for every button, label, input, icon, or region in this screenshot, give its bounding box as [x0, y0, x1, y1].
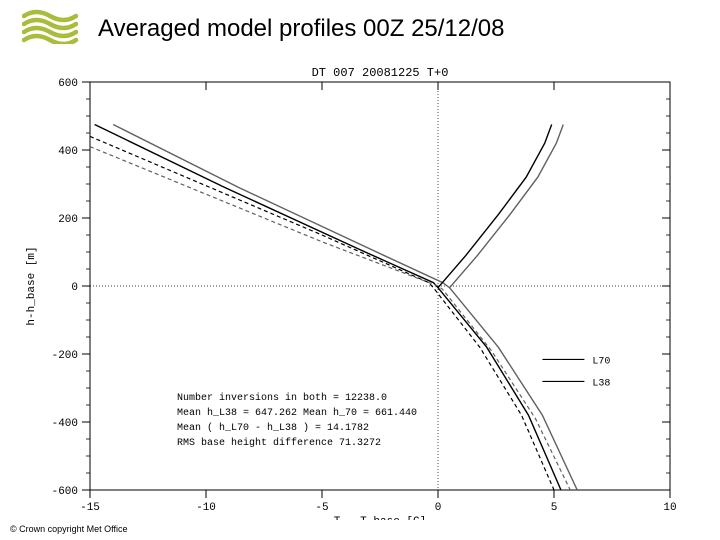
info-line: Mean h_L38 = 647.262 Mean h_70 = 661.440 [177, 407, 417, 419]
ytick-label: -600 [52, 486, 78, 498]
xtick-label: 10 [663, 502, 676, 514]
ytick-label: 0 [71, 282, 78, 294]
xtick-label: -15 [80, 502, 100, 514]
ylabel: h-h_base [m] [26, 246, 38, 325]
header: Averaged model profiles 00Z 25/12/08 [0, 8, 720, 49]
xtick-label: -5 [315, 502, 328, 514]
info-line: Mean ( h_L70 - h_L38 ) = 14.1782 [177, 422, 369, 434]
series-L70_dew [90, 136, 554, 490]
ytick-label: 600 [58, 78, 78, 90]
chart-title: DT 007 20081225 T+0 [312, 66, 449, 80]
info-line: RMS base height difference 71.3272 [177, 437, 381, 449]
ytick-label: -400 [52, 418, 78, 430]
legend-label: L70 [592, 356, 610, 367]
series-L70_temp [95, 125, 561, 491]
xlabel: T - T_base [C] [334, 516, 426, 520]
logo [22, 8, 80, 49]
info-line: Number inversions in both = 12238.0 [177, 392, 387, 404]
legend-label: L38 [592, 378, 610, 389]
copyright: © Crown copyright Met Office [10, 524, 128, 534]
page-title: Averaged model profiles 00Z 25/12/08 [98, 15, 505, 43]
series-L38_temp [113, 125, 577, 491]
ytick-label: -200 [52, 350, 78, 362]
series-upper_branch_L70 [438, 125, 552, 288]
series-upper_branch_L38 [450, 125, 564, 288]
ytick-label: 200 [58, 214, 78, 226]
xtick-label: 5 [551, 502, 558, 514]
chart: DT 007 20081225 T+0 -600 -400 -200 0 200 400 60… [0, 60, 720, 520]
ytick-label: 400 [58, 146, 78, 158]
xtick-label: -10 [196, 502, 216, 514]
xtick-label: 0 [435, 502, 442, 514]
